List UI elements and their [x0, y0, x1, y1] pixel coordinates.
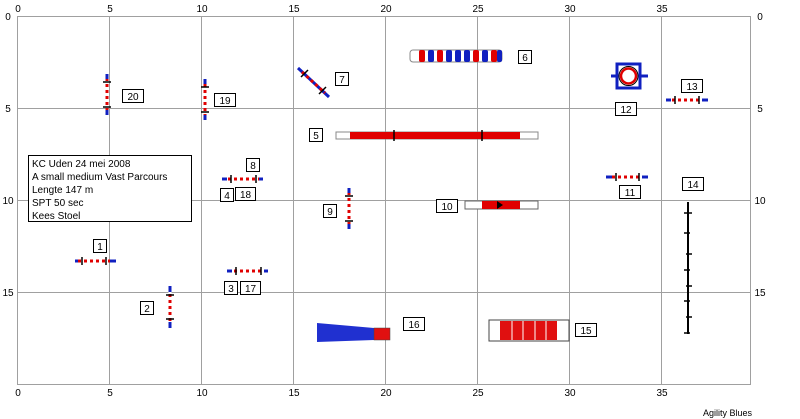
long-jump-14: [684, 202, 692, 334]
x-tick-label: 15: [288, 388, 300, 399]
x-tick-label: 5: [107, 4, 113, 15]
hurdle-7: [296, 66, 331, 99]
y-tick-label: 10: [2, 196, 14, 207]
svg-text:1: 1: [97, 242, 103, 253]
info-line: A small medium Vast Parcours: [32, 172, 167, 183]
svg-text:14: 14: [687, 180, 699, 191]
x-tick-label: 10: [196, 4, 208, 15]
brand-label: Agility Blues: [703, 408, 753, 418]
x-tick-label: 35: [656, 388, 668, 399]
number-label-1: 1: [93, 239, 107, 253]
number-label-9: 9: [323, 204, 337, 218]
number-label-11: 11: [619, 185, 641, 199]
dog-walk-5: [335, 130, 539, 141]
y-tick-label: 15: [2, 288, 14, 299]
svg-text:11: 11: [625, 188, 636, 199]
number-label-20: 20: [122, 89, 144, 103]
x-tick-label: 30: [564, 388, 576, 399]
hurdle-19: [201, 79, 209, 120]
y-tick-label: 5: [5, 104, 11, 115]
hurdle-11: [606, 173, 648, 181]
y-tick-label: 15: [754, 288, 766, 299]
y-axis-right: 0 5 10 15: [754, 12, 766, 299]
svg-text:19: 19: [219, 96, 231, 107]
svg-text:17: 17: [245, 284, 257, 295]
number-label-2: 2: [140, 301, 154, 315]
svg-text:8: 8: [250, 161, 256, 172]
hurdle-13: [666, 96, 708, 104]
weave-poles-6: [409, 49, 503, 63]
number-label-8: 8: [246, 158, 260, 172]
hurdle-4-8-18: [222, 175, 263, 183]
x-tick-label: 25: [472, 388, 484, 399]
hurdle-1: [75, 257, 116, 265]
x-tick-label: 15: [288, 4, 300, 15]
number-label-3: 3: [224, 281, 238, 295]
info-line: KC Uden 24 mei 2008: [32, 159, 131, 170]
number-label-14: 14: [682, 177, 704, 191]
x-tick-label: 0: [15, 4, 21, 15]
info-line: SPT 50 sec: [32, 198, 84, 209]
svg-text:15: 15: [580, 326, 592, 337]
x-tick-label: 0: [15, 388, 21, 399]
number-label-4: 4: [220, 188, 234, 202]
svg-text:12: 12: [620, 105, 632, 116]
hurdle-9: [345, 188, 353, 229]
x-tick-label: 10: [196, 388, 208, 399]
hurdle-2: [166, 286, 174, 328]
hurdle-20: [103, 74, 111, 115]
x-axis-bottom: 0 5 10 15 20 25 30 35: [15, 388, 668, 399]
x-tick-label: 35: [656, 4, 668, 15]
svg-text:20: 20: [127, 92, 139, 103]
hurdle-3-17: [227, 267, 268, 275]
svg-text:16: 16: [408, 320, 420, 331]
info-line: Kees Stoel: [32, 211, 80, 222]
x-tick-label: 30: [564, 4, 576, 15]
course-info-box: KC Uden 24 mei 2008 A small medium Vast …: [28, 155, 192, 222]
x-tick-label: 20: [380, 4, 392, 15]
number-label-15: 15: [575, 323, 597, 337]
number-label-5: 5: [309, 128, 323, 142]
svg-text:18: 18: [240, 190, 252, 201]
field-grid: [17, 16, 751, 385]
number-label-19: 19: [214, 93, 236, 107]
tunnel-15: [488, 319, 570, 342]
chute-16: [317, 323, 391, 342]
y-tick-label: 0: [757, 12, 763, 23]
svg-text:13: 13: [686, 82, 698, 93]
number-label-13: 13: [681, 79, 703, 93]
number-label-12: 12: [615, 102, 637, 116]
number-label-6: 6: [518, 50, 532, 64]
svg-text:6: 6: [522, 53, 528, 64]
info-line: Lengte 147 m: [32, 185, 93, 196]
number-label-18: 18: [235, 187, 256, 201]
x-tick-label: 20: [380, 388, 392, 399]
y-tick-label: 0: [5, 12, 11, 23]
obstacle-numbers: 1 2 3 17 4 18 8 5 6 7 9 10 11 12 13 14 1…: [93, 50, 704, 337]
number-label-7: 7: [335, 72, 349, 86]
number-label-17: 17: [240, 281, 261, 295]
number-label-10: 10: [436, 199, 458, 213]
x-axis-top: 0 5 10 15 20 25 30 35: [15, 4, 668, 15]
svg-text:3: 3: [228, 284, 234, 295]
x-tick-label: 25: [472, 4, 484, 15]
svg-text:5: 5: [313, 131, 319, 142]
seesaw-10: [464, 200, 539, 210]
x-tick-label: 5: [107, 388, 113, 399]
y-axis-left: 0 5 10 15: [2, 12, 14, 299]
y-tick-label: 10: [754, 196, 766, 207]
number-label-16: 16: [403, 317, 425, 331]
svg-text:4: 4: [224, 191, 230, 202]
svg-text:7: 7: [339, 75, 345, 86]
svg-text:9: 9: [327, 207, 333, 218]
svg-text:10: 10: [441, 202, 453, 213]
y-tick-label: 5: [757, 104, 763, 115]
svg-text:2: 2: [144, 304, 150, 315]
tire-12: [611, 62, 648, 90]
